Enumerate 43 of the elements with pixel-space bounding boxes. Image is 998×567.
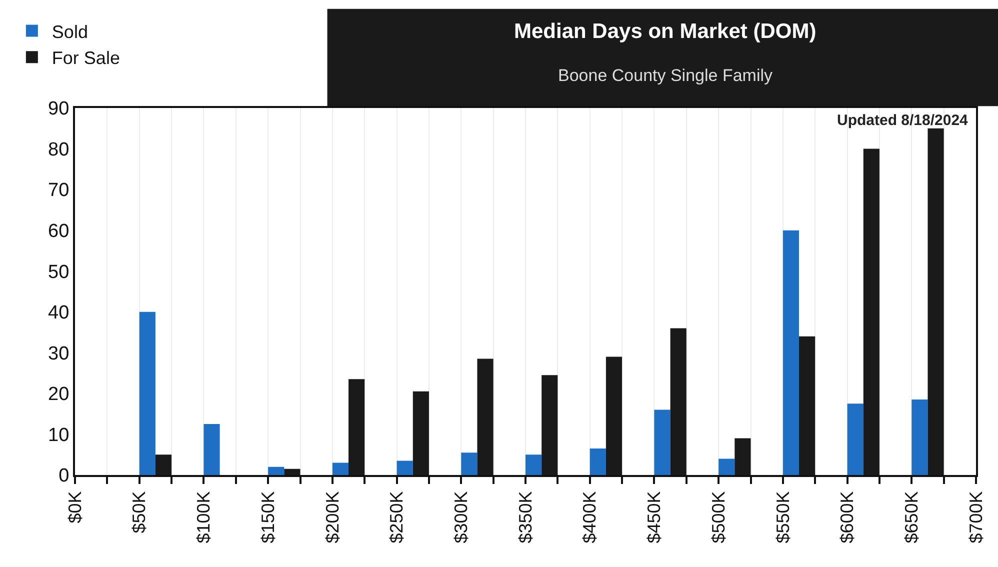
y-tick-label: 60 [48,220,70,242]
y-tick-label: 90 [48,98,70,120]
y-tick-label: 40 [48,302,70,324]
y-tick-label: 0 [58,466,70,487]
y-tick-label: 70 [48,180,70,202]
x-tick-label: $650K [901,491,922,544]
x-tick-label: $50K [129,491,150,534]
x-tick-label: $250K [386,491,407,544]
x-tick-label: $150K [258,491,278,544]
y-tick-label: 80 [48,139,70,160]
chart-title: Median Days on Market (DOM) [514,20,816,43]
x-tick-label: $600K [837,491,858,544]
x-tick-label: $500K [708,491,728,544]
bar [782,230,800,475]
legend-label: Sold [52,22,88,42]
bar [396,460,413,475]
bar [268,466,284,475]
legend-label: For Sale [52,48,120,68]
y-tick-label: 30 [48,343,70,364]
chart-subtitle: Boone County Single Family [558,66,773,85]
bar [139,312,156,475]
x-tick-label: $550K [772,491,793,544]
bar [332,462,349,475]
x-tick-label: $700K [966,491,986,544]
x-tick-label: $200K [322,491,342,544]
bar [718,458,735,475]
bar [461,452,478,475]
y-tick-label: 20 [48,384,70,406]
annotation: Updated 8/18/2024 [837,112,969,129]
y-tick-label: 10 [48,424,70,446]
bar [912,400,928,475]
bar [204,424,220,475]
y-tick-label: 50 [48,262,70,283]
x-tick-label: $350K [515,491,536,544]
bar [654,410,670,475]
bar [847,404,864,475]
bar [526,454,542,475]
x-tick-label: $100K [194,491,214,544]
x-tick-label: $300K [450,491,471,544]
x-tick-label: $0K [64,491,85,524]
x-tick-label: $400K [580,491,600,544]
x-tick-label: $450K [644,491,664,544]
bar [590,448,606,475]
